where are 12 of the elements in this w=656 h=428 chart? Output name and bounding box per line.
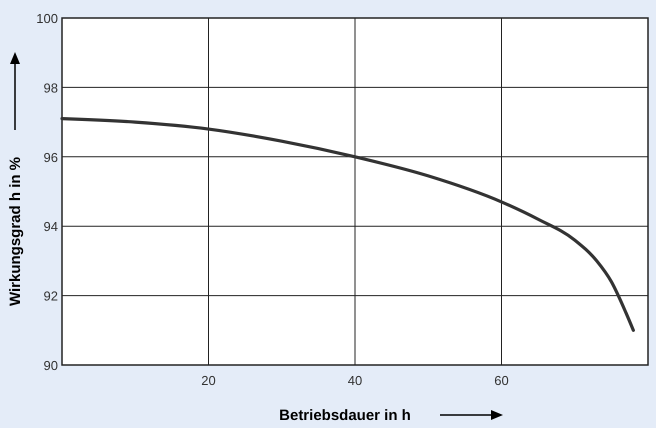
x-tick-label: 40 [348, 373, 362, 388]
y-tick-label: 90 [44, 358, 58, 373]
y-tick-label: 98 [44, 80, 58, 96]
y-axis-title: Wirkungsgrad h in % [7, 156, 24, 306]
y-tick-label: 100 [36, 11, 58, 26]
y-tick-label: 96 [44, 150, 58, 165]
x-axis-title: Betriebsdauer in h [279, 407, 411, 424]
x-tick-label: 20 [201, 373, 216, 388]
y-tick-label: 94 [44, 219, 58, 234]
x-tick-label: 60 [494, 373, 509, 388]
line-series [60, 117, 635, 332]
y-tick-label: 92 [44, 288, 58, 304]
